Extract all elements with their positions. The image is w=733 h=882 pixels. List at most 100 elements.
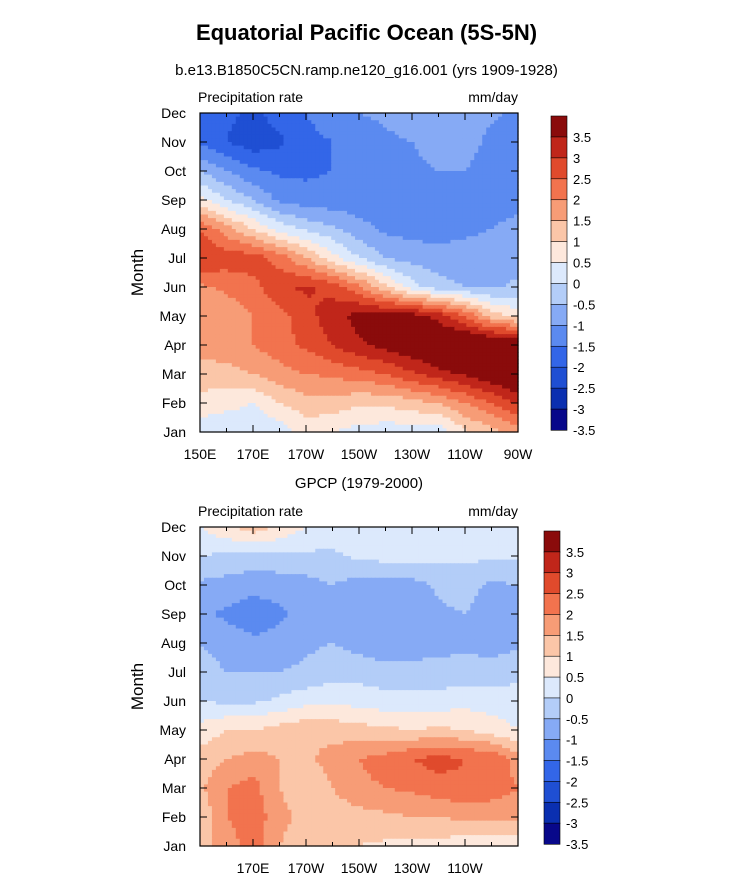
panel1-cell [502,326,507,332]
panel1-cell [243,323,249,328]
panel1-cell [267,276,273,281]
panel1-cell [319,319,324,324]
panel1-cell [402,316,408,321]
panel1-cell [243,254,249,259]
panel1-cell [418,334,424,339]
panel1-cell [219,229,225,234]
panel1-cell [335,214,340,219]
panel1-cell [267,218,273,223]
panel1-cell [247,232,253,237]
panel1-cell [219,323,225,328]
panel1-cell [219,265,225,270]
panel1-cell [482,160,487,165]
panel1-cell [398,142,404,147]
panel1-cell [430,334,436,339]
panel1-cell [343,287,348,292]
panel1-cell [311,290,316,295]
panel1-cell [315,279,320,284]
panel1-cell [414,305,420,310]
panel1-cell [215,312,221,317]
panel1-cell [406,308,412,313]
panel1-cell [406,297,412,303]
panel1-cell [366,308,372,313]
panel1-cell [359,218,364,223]
panel1-cell [259,171,265,176]
panel1-cell [351,138,356,143]
panel1-cell [279,283,285,288]
panel1-cell [323,120,328,125]
panel1-cell [426,156,432,161]
panel1-cell [398,326,404,332]
panel1-cell [287,152,293,158]
panel1-cell [231,134,237,139]
panel1-cell [327,261,332,266]
panel1-cell [299,312,304,317]
panel1-cell [311,200,316,205]
panel1-cell [291,120,297,125]
panel1-cell [402,308,408,313]
panel1-cell [319,334,324,339]
panel1-cell [275,200,281,205]
panel1-cell [227,272,233,277]
panel1-cell [418,138,424,143]
panel1-cell [482,312,487,317]
panel1-cell [291,243,297,248]
panel1-cell [474,160,479,165]
panel1-cell [378,138,384,143]
panel1-cell [307,319,312,324]
panel1-cell [382,116,388,121]
panel1-cell [307,290,312,295]
panel1-cell [339,167,344,172]
panel1-cell [410,178,416,183]
panel1-cell [450,181,456,187]
panel1-cell [335,120,340,125]
panel1-cell [454,232,459,237]
panel1-cell [378,239,384,245]
panel1-cell [239,337,245,342]
panel1-cell [351,160,356,165]
panel1-cell [243,232,249,237]
panel1-cell [219,123,225,129]
panel1-cell [386,167,392,172]
panel1-cell [506,305,511,310]
panel1-cell [430,134,436,139]
panel1-cell [243,196,249,201]
panel1-cell [446,236,452,241]
panel1-cell [422,316,428,321]
panel1-cell [200,149,205,154]
panel1-cell [486,305,491,310]
panel1-cell [498,247,503,252]
panel1-cell [207,254,213,259]
panel1-cell [430,239,436,245]
panel1-cell [303,334,308,339]
panel1-cell [359,185,364,190]
panel1-cell [458,334,463,339]
panel1-cell [418,171,424,176]
panel1-cell [506,229,511,234]
panel1-cell [347,174,352,179]
panel1-cell [215,334,221,339]
panel1-cell [331,312,336,317]
panel1-cell [502,287,507,292]
panel1-cell [510,207,515,212]
panel1-cell [315,308,320,313]
panel1-cell [347,265,352,270]
panel1-cell [239,254,245,259]
panel1-cell [343,178,348,183]
panel1-cell [426,203,432,208]
panel1-cell [374,171,380,176]
panel1-cell [235,218,241,223]
panel1-cell [219,196,225,201]
panel1-cell [438,297,444,303]
panel1-cell [374,316,380,321]
panel1-cell [406,305,412,310]
panel1-cell [430,261,436,266]
panel1-cell [362,239,368,245]
panel1-cell [474,116,479,121]
panel1-cell [200,185,205,190]
panel1-cell [410,258,416,263]
panel1-cell [251,301,257,306]
panel1-cell [351,218,356,223]
panel1-cell [498,294,503,299]
panel1-cell [450,312,456,317]
